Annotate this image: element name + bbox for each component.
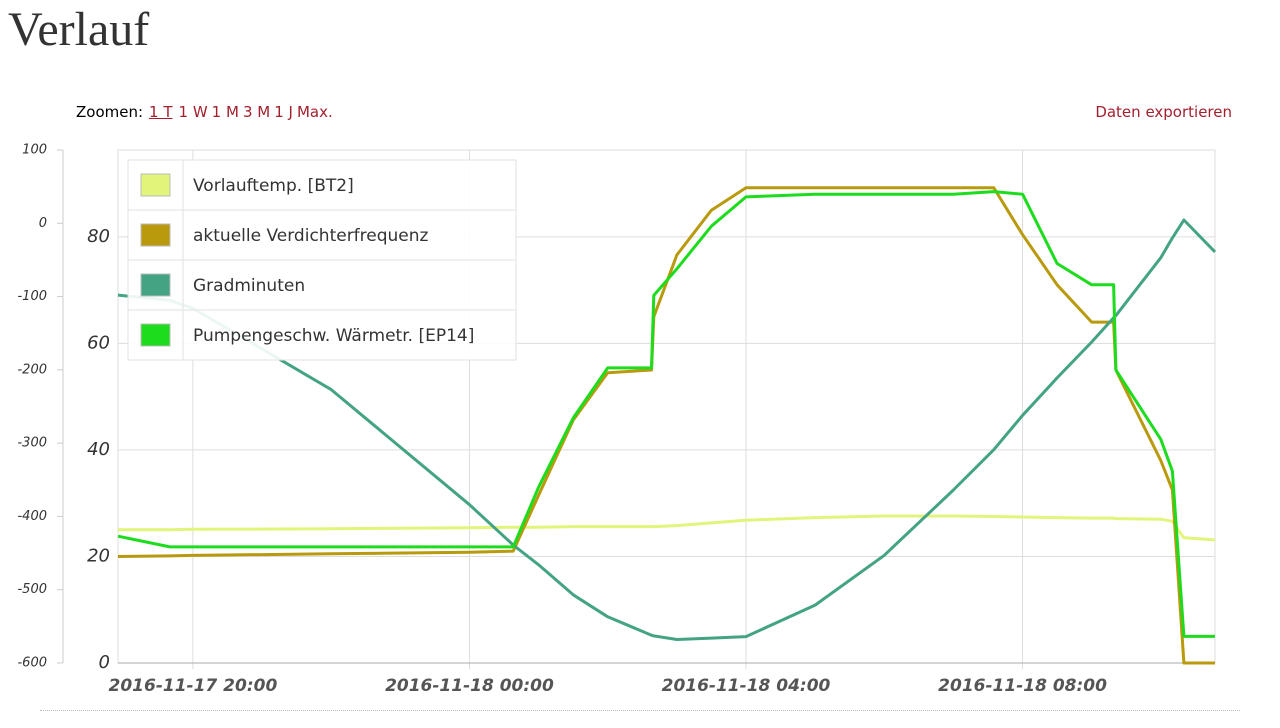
y-tick-label: 20 [87,545,110,566]
zoom-option[interactable]: 1 M [211,103,239,121]
legend: Vorlauftemp. [BT2] aktuelle Verdichterfre… [127,159,517,361]
y2-tick-label: -600 [17,656,47,671]
zoom-option[interactable]: 3 M [242,103,271,121]
page-title: Verlauf [8,3,150,56]
zoom-option[interactable]: 1 W [178,103,208,121]
y-tick-label: 80 [87,226,110,247]
export-link[interactable]: Daten exportieren [1095,103,1232,121]
legend-label: aktuelle Verdichterfrequenz [193,226,429,246]
x-tick-label: 2016-11-18 04:00 [662,676,831,696]
legend-swatch [140,323,171,347]
y2-tick-label: -500 [17,582,47,597]
x-tick-label: 2016-11-18 00:00 [385,676,554,696]
y2-tick-label: -300 [17,436,47,451]
zoom-label: Zoomen: [76,103,144,121]
legend-label: Gradminuten [193,276,305,296]
y2-tick-label: -100 [17,289,47,304]
zoom-option[interactable]: 1 T [149,103,173,121]
series-line [117,190,1215,638]
series-line [118,514,1216,542]
legend-swatch [140,273,171,297]
legend-swatch [140,223,171,247]
y2-tick-label: 100 [22,143,47,158]
x-tick-label: 2016-11-18 08:00 [938,676,1107,696]
x-tick-label: 2016-11-17 20:00 [109,676,278,696]
legend-label: Vorlauftemp. [BT2] [193,176,354,196]
y2-tick-label: -200 [17,362,47,377]
zoom-option[interactable]: 1 J [274,103,293,121]
zoom-option[interactable]: Max. [296,103,333,121]
y2-tick-label: -400 [17,509,47,524]
legend-label: Pumpengeschw. Wärmetr. [EP14] [193,326,474,346]
y2-tick-label: 0 [39,216,47,231]
y-tick-label: 60 [87,332,110,353]
y-tick-label: 0 [99,652,110,673]
legend-swatch [140,173,171,197]
separator [40,710,1240,711]
y-tick-label: 40 [87,439,110,460]
